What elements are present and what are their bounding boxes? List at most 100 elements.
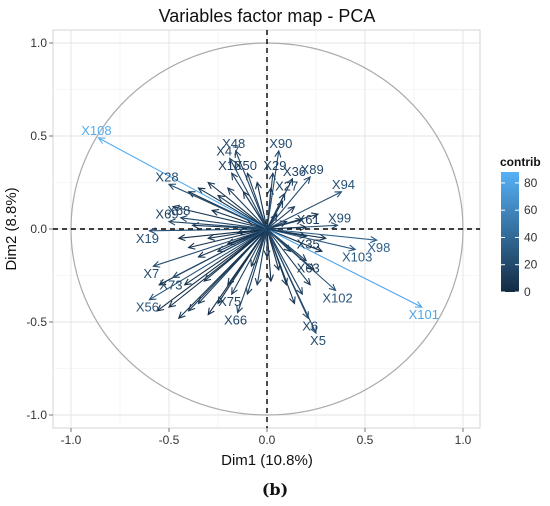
variable-arrow-x101 bbox=[266, 228, 423, 308]
variable-arrow bbox=[266, 228, 274, 283]
variable-arrow bbox=[254, 181, 268, 230]
variable-arrow-x50 bbox=[246, 172, 268, 230]
x-tick-label: 0.0 bbox=[259, 433, 276, 447]
y-tick-label: -1.0 bbox=[26, 408, 47, 422]
variable-arrow-x19 bbox=[148, 227, 268, 235]
y-tick-label: -0.5 bbox=[26, 315, 47, 329]
variable-arrow-x98 bbox=[266, 228, 379, 244]
variable-arrow-x7 bbox=[152, 228, 268, 268]
variable-arrow bbox=[226, 187, 268, 230]
variable-arrow bbox=[266, 228, 311, 286]
legend-tick-label: 60 bbox=[524, 203, 538, 217]
legend-tick-label: 20 bbox=[524, 258, 538, 272]
variable-label-x99: X99 bbox=[328, 210, 351, 225]
variable-arrow-x29 bbox=[266, 171, 276, 230]
variable-label-x66: X66 bbox=[224, 313, 247, 328]
variable-arrow-x63 bbox=[266, 228, 308, 262]
variable-arrow bbox=[197, 187, 268, 230]
legend-tick-label: 40 bbox=[524, 230, 538, 244]
variable-arrow-x75 bbox=[231, 228, 268, 296]
variable-label-x16: X16 bbox=[218, 158, 241, 173]
legend-tick-label: 80 bbox=[524, 176, 538, 190]
variable-label-x36: X36 bbox=[283, 164, 306, 179]
variable-arrow-x35 bbox=[266, 228, 308, 239]
legend-ticks: 0 20 40 60 80 bbox=[501, 176, 538, 299]
variable-arrow bbox=[171, 204, 268, 230]
variable-arrow-x27 bbox=[266, 192, 286, 230]
variable-label-x101: X101 bbox=[409, 307, 439, 322]
x-axis-title: Dim1 (10.8%) bbox=[221, 452, 313, 469]
legend-title: contrib bbox=[500, 155, 541, 169]
variable-label-x61: X61 bbox=[297, 212, 320, 227]
variable-label-x56: X56 bbox=[136, 300, 159, 315]
variable-arrow bbox=[227, 228, 268, 286]
variable-arrow bbox=[203, 228, 268, 282]
variable-arrow-x108 bbox=[97, 137, 268, 230]
variable-label-x7: X7 bbox=[143, 266, 159, 281]
variable-label-x90: X90 bbox=[269, 136, 292, 151]
variable-arrow-x47 bbox=[229, 157, 268, 230]
variable-arrow-x16 bbox=[231, 172, 268, 230]
variable-label-x103: X103 bbox=[342, 249, 372, 264]
variable-arrow bbox=[266, 228, 303, 296]
variable-arrow bbox=[254, 228, 268, 287]
variable-arrow-x73 bbox=[171, 228, 268, 278]
variable-label-x35: X35 bbox=[297, 236, 320, 251]
variable-arrow-x5 bbox=[266, 228, 317, 335]
variable-arrow-x66 bbox=[236, 228, 268, 314]
variable-arrow-x48 bbox=[234, 149, 268, 230]
x-tick-label: -0.5 bbox=[159, 433, 180, 447]
variable-label-x6: X6 bbox=[302, 318, 318, 333]
variable-arrow bbox=[210, 208, 268, 230]
figure-caption: (b) bbox=[261, 480, 289, 499]
x-axis-ticks: -1.0 -0.5 0.0 0.5 1.0 bbox=[61, 428, 472, 447]
y-axis-ticks: -1.0 -0.5 0.0 0.5 1.0 bbox=[26, 36, 53, 422]
variable-arrow bbox=[216, 194, 268, 230]
variable-label-x48: X48 bbox=[222, 136, 245, 151]
variable-arrow-x89 bbox=[266, 175, 311, 230]
variable-label-x73: X73 bbox=[159, 277, 182, 292]
variable-label-x29: X29 bbox=[263, 158, 286, 173]
variable-arrow-x90 bbox=[266, 149, 282, 230]
legend-colorbar bbox=[501, 172, 519, 292]
variable-arrow bbox=[266, 228, 324, 253]
variable-label-x68: X68 bbox=[167, 203, 190, 218]
variable-arrow bbox=[266, 228, 296, 305]
variable-arrow-x94 bbox=[266, 191, 343, 230]
variable-arrow bbox=[207, 181, 268, 230]
variable-arrow bbox=[266, 217, 304, 230]
variable-label-x50: X50 bbox=[234, 158, 257, 173]
variable-label-x27: X27 bbox=[275, 179, 298, 194]
variable-label-x108: X108 bbox=[81, 123, 111, 138]
y-tick-label: 1.0 bbox=[30, 36, 47, 50]
variable-label-x98: X98 bbox=[367, 240, 390, 255]
variable-label-x75: X75 bbox=[218, 294, 241, 309]
variable-label-x63: X63 bbox=[297, 261, 320, 276]
variable-arrow-x103 bbox=[266, 228, 357, 252]
variable-label-x47: X47 bbox=[216, 143, 239, 158]
variable-arrow bbox=[187, 228, 268, 250]
variable-arrow bbox=[266, 205, 296, 230]
variable-label-x28: X28 bbox=[155, 169, 178, 184]
variable-arrow-x61 bbox=[266, 223, 308, 231]
variable-label-x19: X19 bbox=[136, 231, 159, 246]
chart-title: Variables factor map - PCA bbox=[159, 6, 376, 26]
variable-label-x102: X102 bbox=[322, 290, 352, 305]
variable-label-x89: X89 bbox=[301, 162, 324, 177]
variable-label-x69: X69 bbox=[155, 207, 178, 222]
variable-arrow bbox=[156, 228, 268, 312]
variable-arrows bbox=[97, 137, 423, 335]
variable-arrow bbox=[197, 228, 268, 305]
variable-arrow-x69 bbox=[167, 218, 268, 230]
x-tick-label: -1.0 bbox=[61, 433, 82, 447]
variable-label-x5: X5 bbox=[310, 333, 326, 348]
x-tick-label: 0.5 bbox=[357, 433, 374, 447]
y-axis-title: Dim2 (8.8%) bbox=[3, 187, 20, 270]
variable-arrow bbox=[183, 228, 268, 286]
contrib-legend: contrib 0 20 40 60 80 bbox=[500, 155, 541, 299]
y-tick-label: 0.5 bbox=[30, 129, 47, 143]
variable-arrow-x28 bbox=[167, 183, 268, 230]
variable-arrow bbox=[263, 229, 271, 259]
y-tick-label: 0.0 bbox=[30, 222, 47, 236]
